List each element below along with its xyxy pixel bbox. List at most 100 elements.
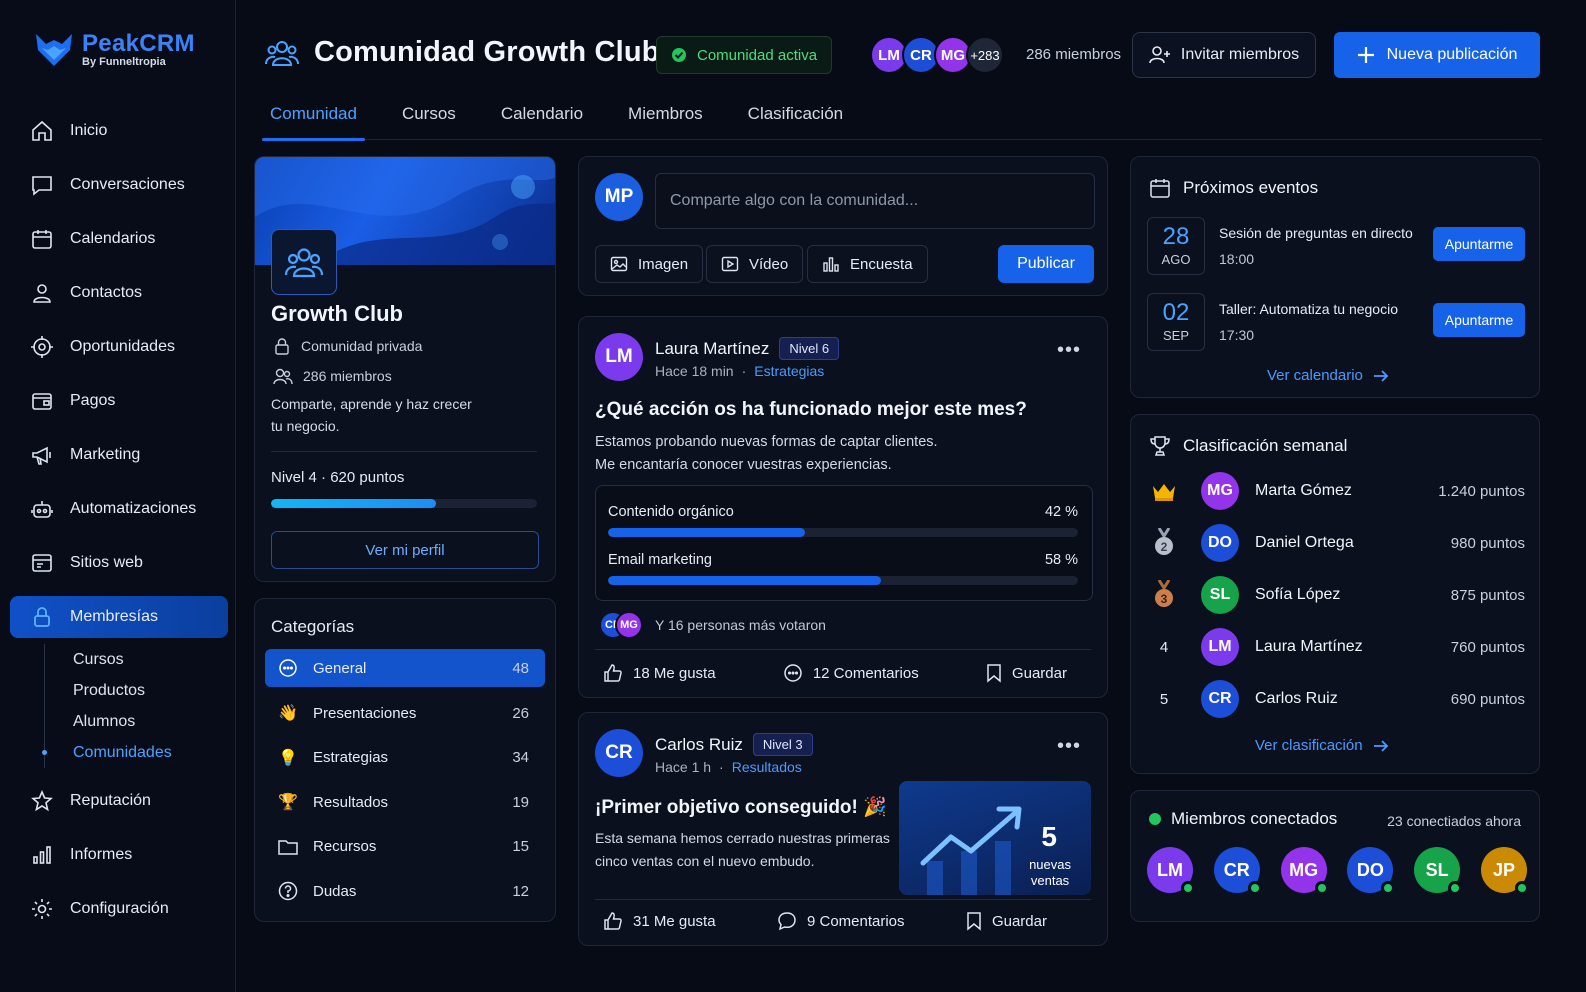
nav-oportunidades[interactable]: Oportunidades [10,320,228,374]
category-resultados[interactable]: 🏆 Resultados 19 [265,780,545,825]
nav-inicio[interactable]: Inicio [10,104,228,158]
poll-option[interactable]: Email marketing 58 % [608,552,1078,585]
nav-conversaciones[interactable]: Conversaciones [10,158,228,212]
tab-clasificacion[interactable]: Clasificación [747,104,844,123]
tab-comunidad[interactable]: Comunidad [262,96,365,141]
nav-reputacion[interactable]: Reputación [10,774,228,828]
tab-miembros[interactable]: Miembros [628,104,703,123]
author-name[interactable]: Laura Martínez [655,338,770,358]
attach-image-button[interactable]: Imagen [595,245,704,283]
nav-contactos[interactable]: Contactos [10,266,228,320]
tab-cursos[interactable]: Cursos [401,104,456,123]
sales-number: 5 [1041,821,1057,852]
post-category-link[interactable]: Estrategias [754,363,825,379]
event-title[interactable]: Taller: Automatiza tu negocio [1219,301,1398,317]
more-options-icon[interactable]: ••• [1056,735,1081,757]
nav-membresias[interactable]: Membresías [10,596,228,638]
category-general[interactable]: General 48 [265,649,545,687]
sales-growth-image[interactable]: 5 nuevas ventas [899,781,1091,895]
nav-label: Configuración [70,900,169,917]
publish-button[interactable]: Publicar [998,245,1094,283]
view-profile-button[interactable]: Ver mi perfil [271,531,539,569]
member-avatars[interactable]: LM CR MG +283 [870,36,1004,74]
ranking-row[interactable]: 5 CR Carlos Ruiz 690 puntos [1147,677,1525,721]
ranking-row[interactable]: 4 LM Laura Martínez 760 puntos [1147,625,1525,669]
view-calendar-link[interactable]: Ver calendario [1267,367,1389,384]
ranking-name: Laura Martínez [1255,638,1363,655]
join-event-button[interactable]: Apuntarme [1433,227,1525,261]
robot-icon [30,497,54,521]
members-text: 286 miembros [303,368,392,384]
club-privacy: Comunidad privada [273,337,422,355]
post-card: CR Carlos Ruiz Nivel 3 Hace 1 h · Resulta… [578,712,1108,946]
subnav-alumnos[interactable]: Alumnos [73,712,136,730]
tab-bar: Comunidad Cursos Calendario Miembros Cla… [262,96,1542,141]
like-count: 18 Me gusta [633,664,716,682]
join-event-button[interactable]: Apuntarme [1433,303,1525,337]
save-button[interactable]: Guardar [966,911,1047,931]
nav-automatizaciones[interactable]: Automatizaciones [10,482,228,536]
online-avatar[interactable]: MG [1280,847,1329,895]
nav-configuracion[interactable]: Configuración [10,882,228,936]
online-avatar[interactable]: SL [1414,847,1463,895]
status-text: Comunidad activa [697,46,818,64]
online-avatar[interactable]: LM [1147,847,1195,895]
event-date: 02 SEP [1147,293,1205,351]
ranking-row[interactable]: 3 SL Sofía López 875 puntos [1147,573,1525,617]
nav-sitios-web[interactable]: Sitios web [10,536,228,590]
ranking-position: 4 [1159,638,1169,656]
poll-option-label: Email marketing [608,552,712,568]
online-avatar[interactable]: CR [1213,847,1262,895]
categories-title: Categorías [271,617,355,636]
like-button[interactable]: 31 Me gusta [603,911,716,931]
create-poll-button[interactable]: Encuesta [807,245,928,283]
ranking-points: 1.240 puntos [1438,482,1525,500]
nav-label: Automatizaciones [70,500,197,517]
post-input[interactable]: Comparte algo con la comunidad... [655,173,1095,229]
poll-option[interactable]: Contenido orgánico 42 % [608,504,1078,537]
online-avatar[interactable]: JP [1480,847,1529,895]
category-dudas[interactable]: Dudas 12 [265,869,545,914]
new-post-button[interactable]: Nueva publicación [1334,32,1540,78]
nav-pagos[interactable]: Pagos [10,374,228,428]
section-title: Próximos eventos [1183,178,1319,197]
event-title[interactable]: Sesión de preguntas en directo [1219,225,1413,241]
level-progress-bar [271,499,537,508]
avatar: MG [934,36,972,74]
view-ranking-link[interactable]: Ver clasificación [1255,737,1389,754]
nav-marketing[interactable]: Marketing [10,428,228,482]
nav-informes[interactable]: Informes [10,828,228,882]
comment-button[interactable]: 12 Comentarios [783,663,919,683]
attach-video-button[interactable]: Vídeo [706,245,804,283]
upcoming-events-card: Próximos eventos 28 AGO Sesión de pregun… [1130,156,1540,398]
subnav-productos[interactable]: Productos [73,681,146,699]
subnav-cursos[interactable]: Cursos [73,650,124,668]
poll-icon [822,255,840,273]
save-button[interactable]: Guardar [986,663,1067,683]
post-time: Hace 18 min [655,363,734,379]
ranking-row[interactable]: 2 DO Daniel Ortega 980 puntos [1147,521,1525,565]
tab-calendario[interactable]: Calendario [500,104,584,123]
sales-caption: nuevas ventas [1029,857,1071,889]
author-name[interactable]: Carlos Ruiz [655,734,743,754]
category-estrategias[interactable]: 💡 Estrategias 34 [265,736,545,781]
save-label: Guardar [1011,664,1067,682]
nav-calendarios[interactable]: Calendarios [10,212,228,266]
post-category-link[interactable]: Resultados [731,759,802,775]
ranking-row[interactable]: MG Marta Gómez 1.240 puntos [1147,469,1525,513]
brand-name: PeakCRM [82,30,195,57]
nav-label: Pagos [70,392,116,409]
invite-members-button[interactable]: Invitar miembros [1132,32,1316,78]
subnav-comunidades[interactable]: Comunidades [42,737,228,768]
nav-label: Contactos [70,284,143,301]
more-options-icon[interactable]: ••• [1056,339,1081,361]
like-button[interactable]: 18 Me gusta [603,663,716,683]
level-progress-fill [271,499,436,508]
category-presentaciones[interactable]: 👋 Presentaciones 26 [265,691,545,736]
comment-button[interactable]: 9 Comentarios [777,911,905,931]
online-avatar[interactable]: DO [1347,847,1396,895]
post-meta: Hace 1 h · Resultados [655,759,802,775]
category-recursos[interactable]: Recursos 15 [265,825,545,870]
poll-option-percent: 58 % [1044,552,1078,568]
brand-logo[interactable]: PeakCRM By Funneltropia [34,32,195,68]
